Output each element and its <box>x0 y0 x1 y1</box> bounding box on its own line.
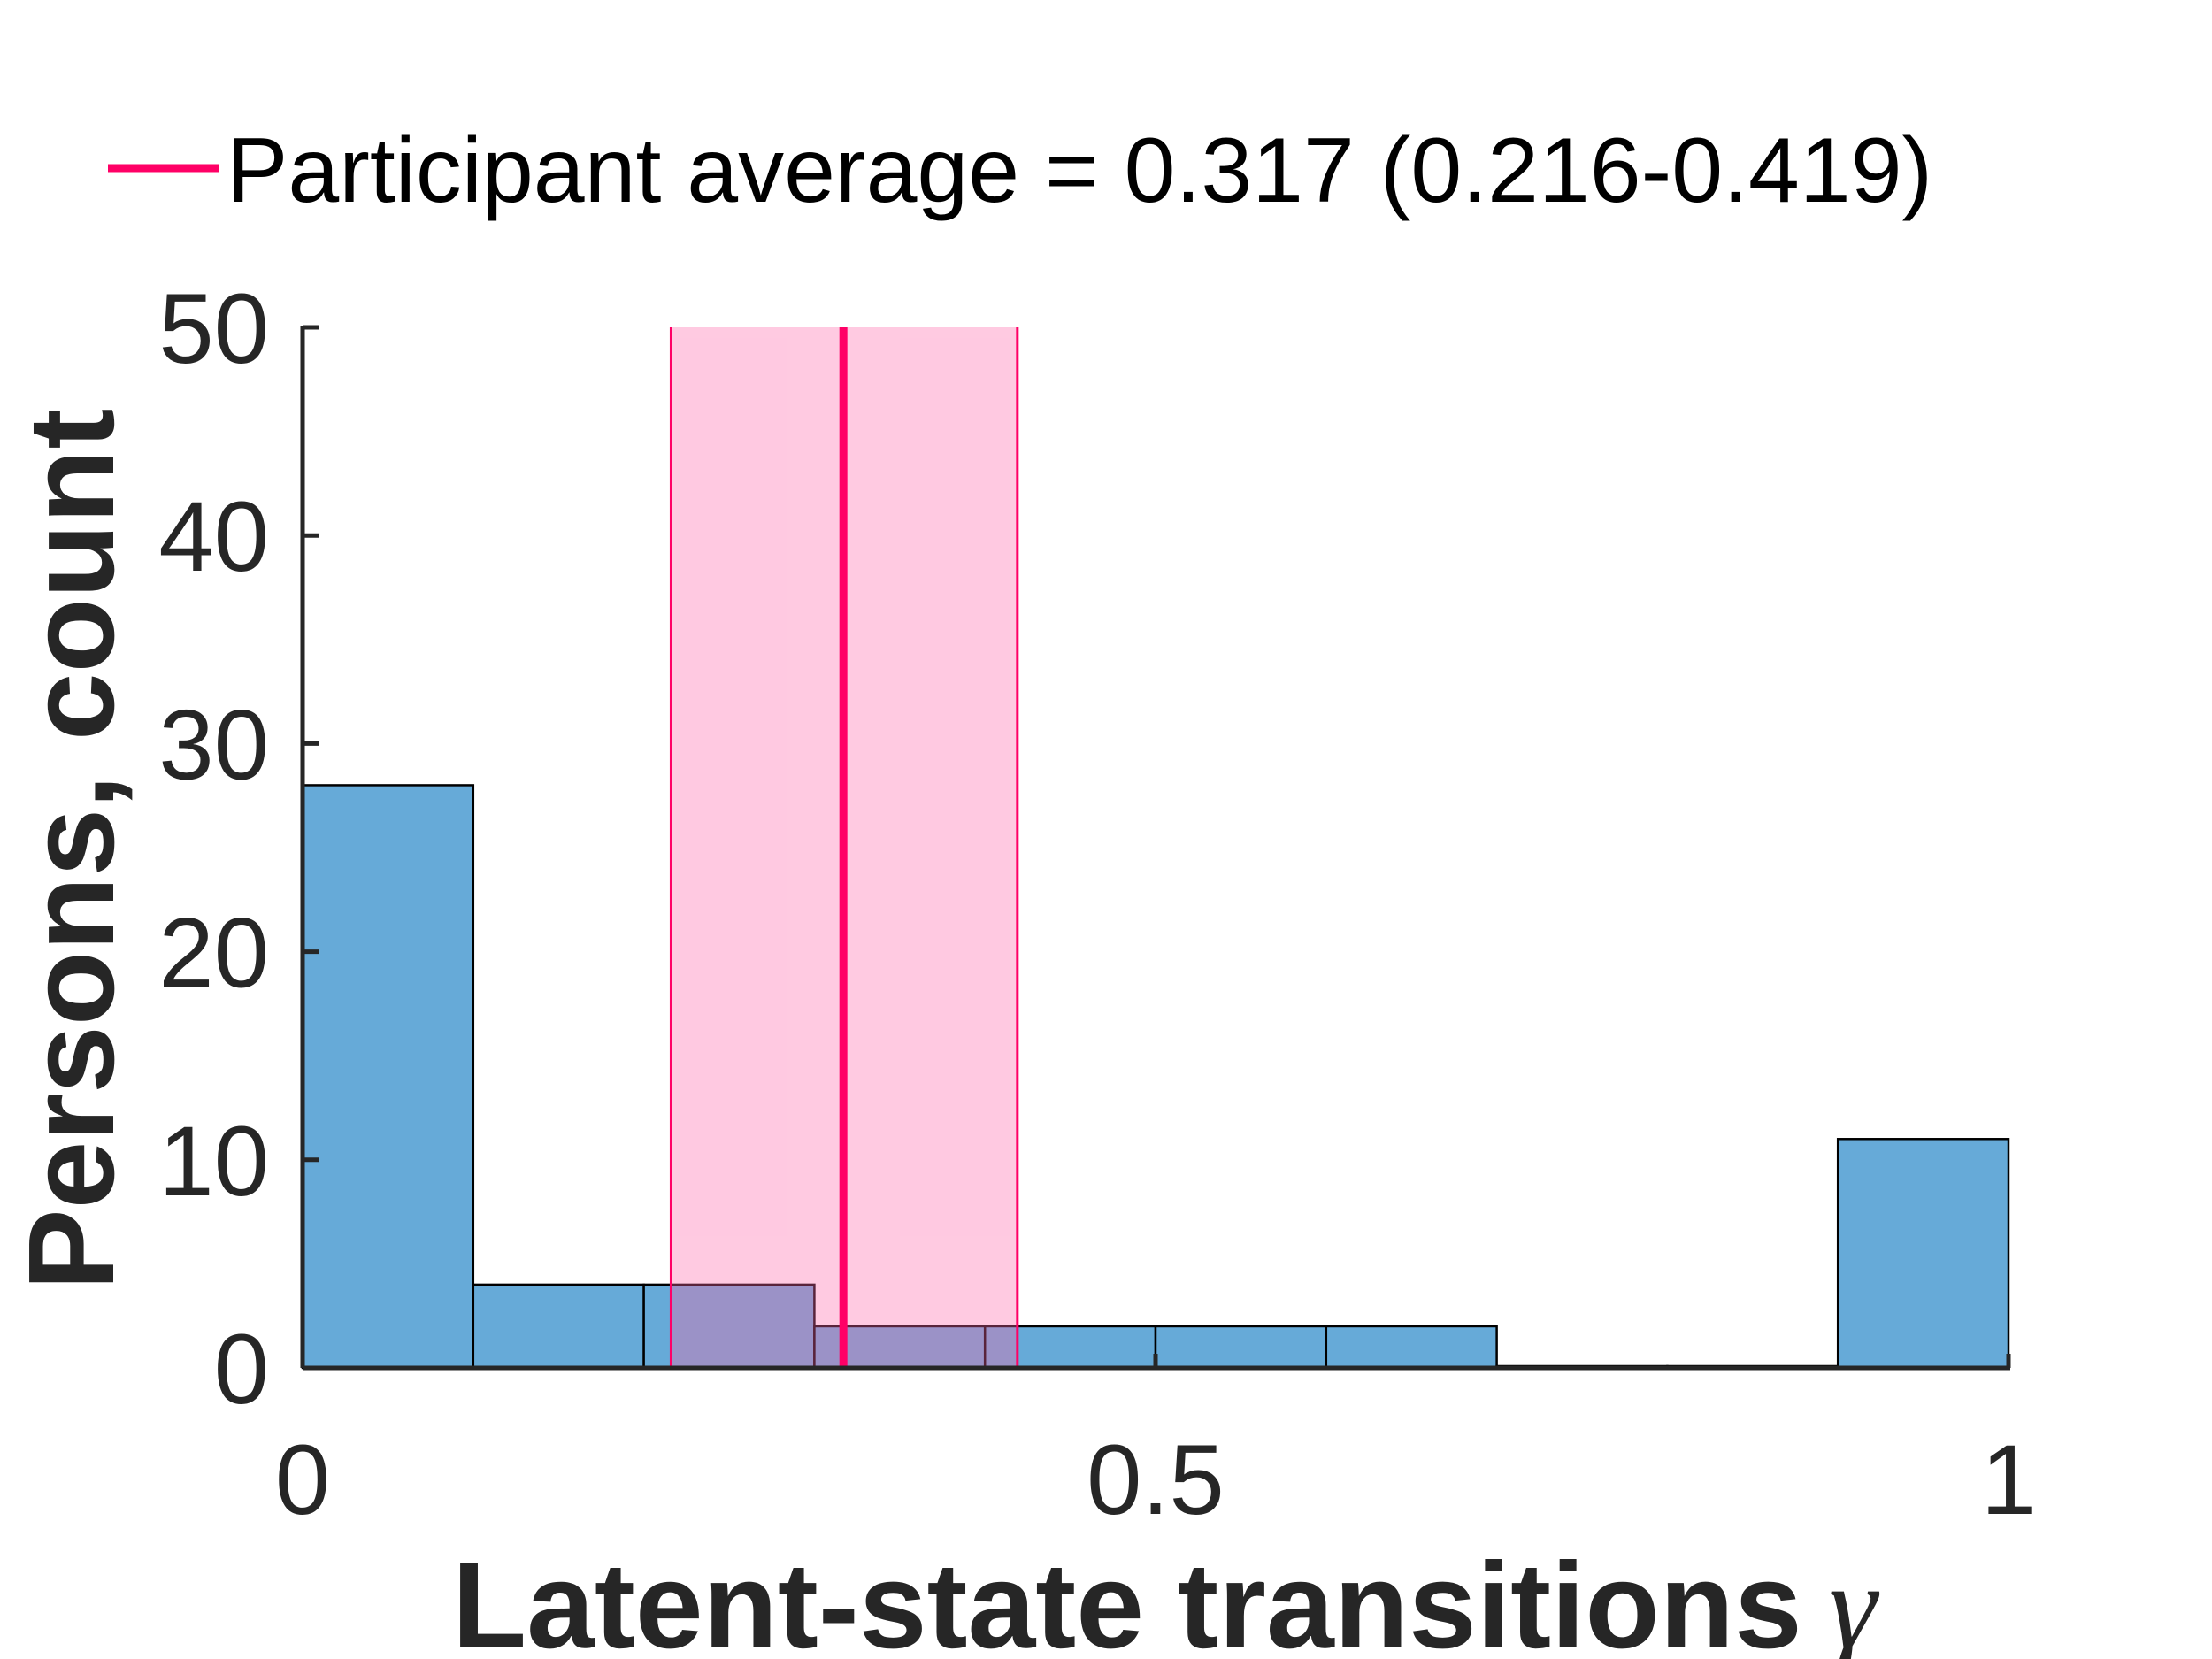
x-axis-label: Latent-state transitions γ <box>452 1538 1880 1659</box>
y-tick-label: 50 <box>158 273 269 384</box>
axes <box>300 326 2010 1371</box>
y-tick-label: 30 <box>158 689 269 800</box>
x-axis-ticks: 0 0.5 1 <box>275 1354 2036 1535</box>
y-axis-ticks: 0 10 20 30 40 50 <box>158 273 319 1425</box>
y-tick-label: 0 <box>214 1314 269 1425</box>
y-tick-label: 40 <box>158 481 269 592</box>
legend: Participant average = 0.317 (0.216-0.419… <box>108 119 1932 222</box>
x-axis-label-text: Latent-state transitions <box>452 1538 1802 1659</box>
histogram-bar <box>472 1283 645 1370</box>
x-axis-label-symbol: γ <box>1829 1539 1880 1659</box>
histogram-bars <box>301 784 2010 1370</box>
legend-label: Participant average = 0.317 (0.216-0.419… <box>227 119 1932 222</box>
y-axis-label: Persons, count <box>4 409 140 1291</box>
histogram-bar <box>1325 1325 1498 1370</box>
y-tick-label: 10 <box>158 1106 269 1217</box>
x-tick-label: 1 <box>1981 1425 2036 1535</box>
x-tick-label: 0.5 <box>1087 1425 1225 1535</box>
histogram-bar <box>1154 1325 1328 1370</box>
y-tick-label: 20 <box>158 898 269 1009</box>
histogram-bar <box>1836 1138 2010 1370</box>
x-tick-label: 0 <box>275 1425 330 1535</box>
histogram-bar <box>301 784 475 1370</box>
